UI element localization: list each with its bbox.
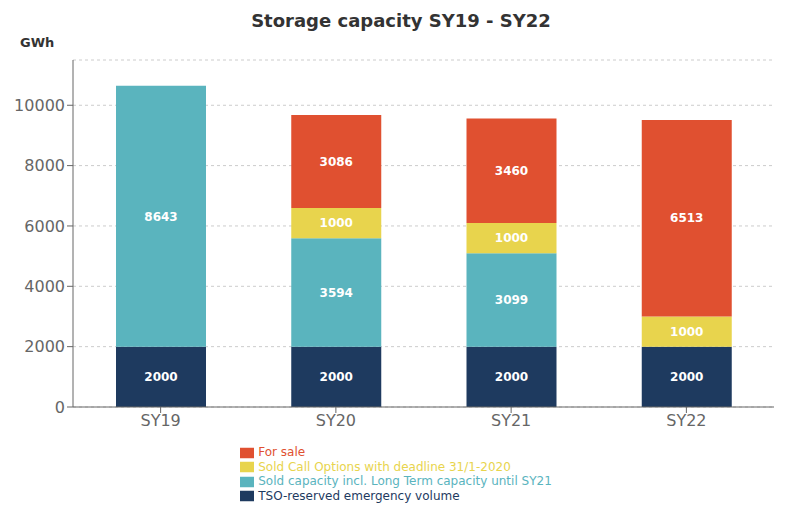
svg-text:3086: 3086 — [320, 155, 353, 169]
html-text:Sold Call Options with deadlin: Sold Call Options with deadline 31/1-202… — [258, 459, 511, 474]
svg-text:3460: 3460 — [495, 164, 528, 178]
html-text:TSO-reserved emergency volume: TSO-reserved emergency volume — [258, 488, 460, 503]
html-text:For sale: For sale — [258, 445, 306, 459]
svg-text:2000: 2000 — [24, 337, 65, 356]
svg-text:0: 0 — [55, 398, 65, 417]
html-text:GWh: GWh — [20, 35, 55, 50]
svg-text:SY22: SY22 — [666, 411, 706, 430]
svg-text:6513: 6513 — [670, 211, 703, 225]
svg-text:1000: 1000 — [320, 216, 353, 230]
svg-text:6000: 6000 — [24, 217, 65, 236]
html-text:Storage capacity SY19 - SY22: Storage capacity SY19 - SY22 — [251, 10, 551, 31]
svg-text:1000: 1000 — [495, 231, 528, 245]
svg-text:10000: 10000 — [14, 96, 65, 115]
svg-text:2000: 2000 — [495, 370, 528, 384]
svg-text:2000: 2000 — [144, 370, 177, 384]
svg-text:2000: 2000 — [670, 370, 703, 384]
svg-text:8000: 8000 — [24, 156, 65, 175]
html-text:Sold capacity incl. Long Term: Sold capacity incl. Long Term capacity u… — [258, 474, 552, 488]
svg-text:1000: 1000 — [670, 325, 703, 339]
svg-text:SY19: SY19 — [140, 411, 180, 430]
svg-text:8643: 8643 — [144, 210, 177, 224]
svg-text:3099: 3099 — [495, 293, 528, 307]
svg-text:2000: 2000 — [320, 370, 353, 384]
svg-text:3594: 3594 — [320, 286, 353, 300]
svg-text:SY20: SY20 — [316, 411, 356, 430]
svg-text:4000: 4000 — [24, 277, 65, 296]
svg-text:SY21: SY21 — [491, 411, 531, 430]
